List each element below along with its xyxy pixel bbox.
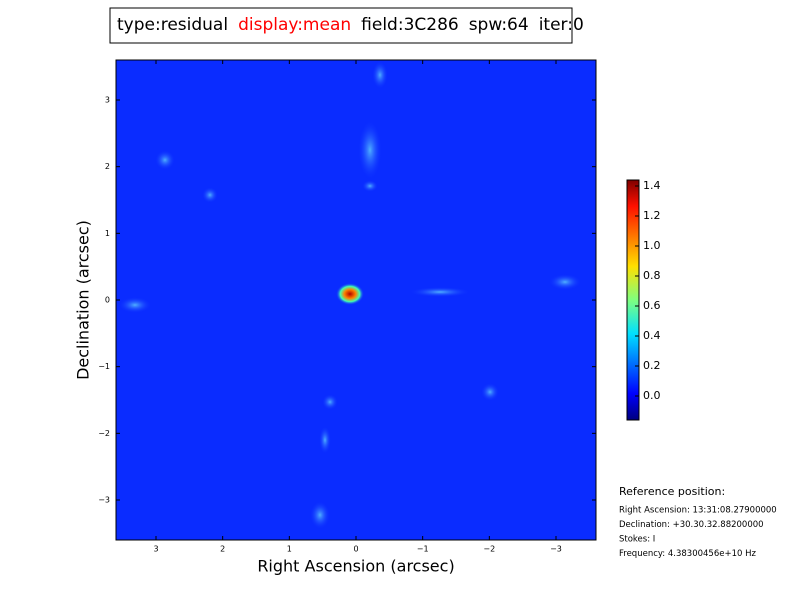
header-item: spw:64: [469, 15, 529, 35]
colorbar-tick-label: 1.4: [643, 179, 661, 192]
x-tick-label: −1: [417, 545, 429, 554]
y-axis-label: Declination (arcsec): [74, 220, 93, 380]
x-tick-label: 3: [153, 545, 158, 554]
reference-title: Reference position:: [619, 485, 725, 498]
reference-line: Frequency: 4.38300456e+10 Hz: [619, 549, 756, 559]
y-tick-label: 3: [105, 96, 110, 105]
colorbar-tick-label: 1.2: [643, 209, 661, 222]
colorbar: [626, 179, 640, 421]
x-tick-label: −3: [550, 545, 562, 554]
colorbar-tick-label: 0.6: [643, 299, 661, 312]
reference-line: Right Ascension: 13:31:08.27900000: [619, 506, 777, 516]
y-tick-label: 1: [105, 229, 110, 238]
colorbar-tick-label: 0.4: [643, 329, 661, 342]
y-tick-label: −2: [98, 429, 110, 438]
reference-block: Reference position:: [619, 485, 725, 498]
title-box: [109, 7, 573, 44]
x-tick-label: 1: [287, 545, 292, 554]
image-peak: [336, 283, 364, 305]
y-tick-label: −1: [98, 362, 110, 371]
x-axis-label: Right Ascension (arcsec): [257, 557, 454, 576]
x-tick-label: 2: [220, 545, 225, 554]
image-plot: [115, 59, 597, 541]
colorbar-tick-label: 0.2: [643, 359, 661, 372]
x-tick-label: −2: [483, 545, 495, 554]
y-tick-label: 0: [105, 296, 110, 305]
y-tick-label: 2: [105, 162, 110, 171]
header-item: display:mean: [238, 15, 351, 35]
y-tick-label: −3: [98, 496, 110, 505]
header-item: field:3C286: [361, 15, 459, 35]
reference-line: Stokes: I: [619, 535, 655, 545]
image-texture: [119, 61, 581, 529]
colorbar-tick-label: 0.0: [643, 389, 661, 402]
header-item: iter:0: [539, 15, 584, 35]
colorbar-tick-label: 0.8: [643, 269, 661, 282]
x-tick-label: 0: [353, 545, 358, 554]
reference-line: Declination: +30.30.32.88200000: [619, 520, 764, 530]
header-item: type:residual: [117, 15, 228, 35]
colorbar-tick-label: 1.0: [643, 239, 661, 252]
